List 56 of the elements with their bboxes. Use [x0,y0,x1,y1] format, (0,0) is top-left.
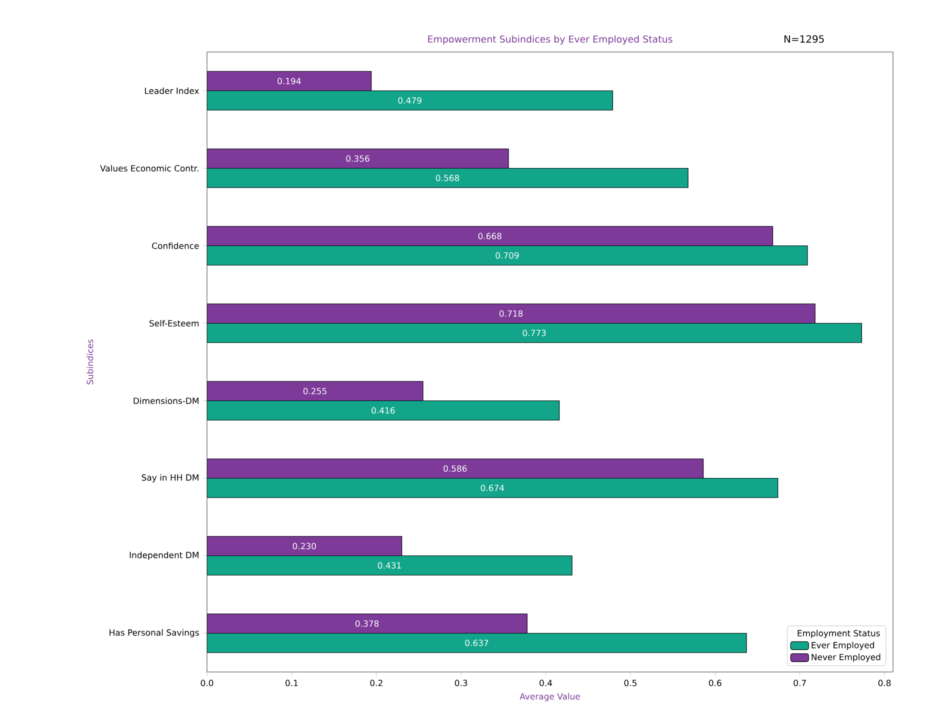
bar [207,322,862,343]
bar [207,632,747,653]
bar [207,555,572,576]
bar [207,614,528,634]
bar [207,71,372,92]
data-label: 0.230 [292,542,316,550]
bar [207,400,560,420]
bar [207,381,424,402]
bar [207,148,509,169]
y-tick-label: Has Personal Savings [110,629,199,638]
y-tick-label: Say in HH DM [142,474,198,482]
x-tick-label: 0.7 [794,680,806,686]
x-tick-label: 0.8 [878,680,891,686]
data-label: 0.416 [372,407,395,414]
x-axis-title: Average Value [520,693,580,702]
data-label: 0.255 [303,388,326,394]
x-tick-label: 0.5 [624,680,636,686]
bar [207,90,613,110]
data-label: 0.479 [398,97,422,104]
data-label: 0.674 [480,484,504,492]
y-tick-label: Leader Index [145,87,199,94]
text: N=1295 [784,35,824,43]
data-label: 0.194 [278,78,301,84]
y-tick-label: Confidence [152,242,199,250]
chart-title: Empowerment Subindices by Ever Employed Status [428,35,672,44]
y-tick-label: Values Economic Contr. [100,164,198,172]
data-label: 0.773 [522,330,546,336]
y-tick-label: Dimensions-DM [134,397,198,404]
data-label: 0.668 [478,232,502,240]
bar [207,226,774,246]
legend-label: Ever Employed [812,642,874,650]
data-label: 0.637 [465,640,488,646]
x-tick-label: 0.0 [200,680,214,686]
data-label: 0.709 [496,252,519,259]
data-label: 0.431 [378,562,401,569]
bar [207,478,778,498]
y-axis-title: Subindices [86,339,94,384]
x-tick-label: 0.4 [540,680,552,686]
bar [207,168,688,188]
data-label: 0.718 [499,310,523,317]
x-tick-label: 0.3 [454,680,468,686]
x-tick-label: 0.1 [286,680,298,686]
y-tick-label: Self-Esteem [150,320,199,327]
x-tick-label: 0.6 [708,680,722,686]
bar [207,245,808,266]
y-tick-label: Independent DM [130,552,198,560]
data-label: 0.356 [346,155,370,162]
legend-title: Employment Status [798,630,880,638]
bar [207,536,402,556]
bar [207,304,816,324]
bar [207,458,704,479]
legend-label: Never Employed [812,654,880,662]
x-tick-label: 0.2 [370,680,382,686]
data-label: 0.568 [436,174,460,182]
data-label: 0.378 [356,620,379,627]
data-label: 0.586 [444,465,467,472]
